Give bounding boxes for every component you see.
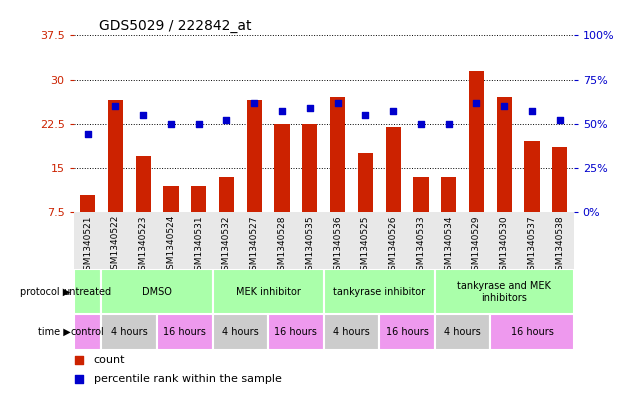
Bar: [219, 177, 234, 212]
FancyBboxPatch shape: [213, 269, 324, 314]
Text: 16 hours: 16 hours: [386, 327, 428, 337]
Text: GSM1340521: GSM1340521: [83, 215, 92, 275]
Text: GSM1340535: GSM1340535: [305, 215, 314, 276]
Point: [110, 103, 121, 109]
Text: protocol ▶: protocol ▶: [21, 287, 71, 297]
Text: tankyrase and MEK
inhibitors: tankyrase and MEK inhibitors: [457, 281, 551, 303]
Bar: [302, 124, 317, 212]
Point: [304, 105, 315, 111]
Point: [554, 117, 565, 123]
Text: 4 hours: 4 hours: [333, 327, 370, 337]
Bar: [191, 186, 206, 212]
Bar: [274, 124, 290, 212]
Point: [333, 99, 343, 106]
Point: [83, 131, 93, 138]
Point: [360, 112, 370, 118]
Bar: [80, 195, 96, 212]
Bar: [108, 100, 123, 212]
FancyBboxPatch shape: [213, 314, 268, 350]
FancyBboxPatch shape: [435, 269, 574, 314]
Bar: [469, 71, 484, 212]
Text: GSM1340526: GSM1340526: [388, 215, 397, 275]
Point: [74, 376, 84, 382]
Point: [471, 99, 481, 106]
Point: [166, 121, 176, 127]
Text: GSM1340537: GSM1340537: [528, 215, 537, 276]
Text: GSM1340534: GSM1340534: [444, 215, 453, 275]
Text: time ▶: time ▶: [38, 327, 71, 337]
Text: percentile rank within the sample: percentile rank within the sample: [94, 374, 281, 384]
Point: [444, 121, 454, 127]
FancyBboxPatch shape: [157, 314, 213, 350]
Point: [249, 99, 260, 106]
Text: GSM1340527: GSM1340527: [250, 215, 259, 275]
Text: tankyrase inhibitor: tankyrase inhibitor: [333, 287, 426, 297]
Bar: [413, 177, 429, 212]
Text: GSM1340538: GSM1340538: [555, 215, 564, 276]
Text: GSM1340528: GSM1340528: [278, 215, 287, 275]
Bar: [247, 100, 262, 212]
FancyBboxPatch shape: [324, 269, 435, 314]
Bar: [330, 97, 345, 212]
Point: [388, 108, 398, 115]
Point: [527, 108, 537, 115]
Bar: [385, 127, 401, 212]
Text: count: count: [94, 354, 125, 365]
Point: [499, 103, 510, 109]
Text: 16 hours: 16 hours: [511, 327, 553, 337]
Text: 16 hours: 16 hours: [163, 327, 206, 337]
Bar: [552, 147, 567, 212]
Bar: [358, 153, 373, 212]
Bar: [524, 141, 540, 212]
FancyBboxPatch shape: [101, 269, 213, 314]
FancyBboxPatch shape: [324, 314, 379, 350]
FancyBboxPatch shape: [490, 314, 574, 350]
Text: untreated: untreated: [63, 287, 112, 297]
Point: [277, 108, 287, 115]
FancyBboxPatch shape: [268, 314, 324, 350]
Point: [416, 121, 426, 127]
FancyBboxPatch shape: [101, 314, 157, 350]
Text: GDS5029 / 222842_at: GDS5029 / 222842_at: [99, 19, 251, 33]
FancyBboxPatch shape: [435, 314, 490, 350]
Text: GSM1340524: GSM1340524: [167, 215, 176, 275]
Point: [194, 121, 204, 127]
Point: [221, 117, 231, 123]
Point: [138, 112, 148, 118]
Text: GSM1340529: GSM1340529: [472, 215, 481, 275]
Text: GSM1340531: GSM1340531: [194, 215, 203, 276]
Text: 4 hours: 4 hours: [111, 327, 147, 337]
Text: control: control: [71, 327, 104, 337]
Text: GSM1340525: GSM1340525: [361, 215, 370, 275]
Text: GSM1340536: GSM1340536: [333, 215, 342, 276]
Text: GSM1340533: GSM1340533: [417, 215, 426, 276]
Bar: [497, 97, 512, 212]
Point: [74, 356, 84, 363]
FancyBboxPatch shape: [74, 269, 101, 314]
Text: 4 hours: 4 hours: [222, 327, 259, 337]
Text: MEK inhibitor: MEK inhibitor: [236, 287, 301, 297]
FancyBboxPatch shape: [74, 314, 101, 350]
Bar: [135, 156, 151, 212]
Bar: [441, 177, 456, 212]
Text: DMSO: DMSO: [142, 287, 172, 297]
FancyBboxPatch shape: [74, 212, 574, 269]
Text: 4 hours: 4 hours: [444, 327, 481, 337]
Text: GSM1340522: GSM1340522: [111, 215, 120, 275]
Text: 16 hours: 16 hours: [274, 327, 317, 337]
Text: GSM1340523: GSM1340523: [138, 215, 147, 275]
Text: GSM1340532: GSM1340532: [222, 215, 231, 275]
Text: GSM1340530: GSM1340530: [500, 215, 509, 276]
Bar: [163, 186, 179, 212]
FancyBboxPatch shape: [379, 314, 435, 350]
